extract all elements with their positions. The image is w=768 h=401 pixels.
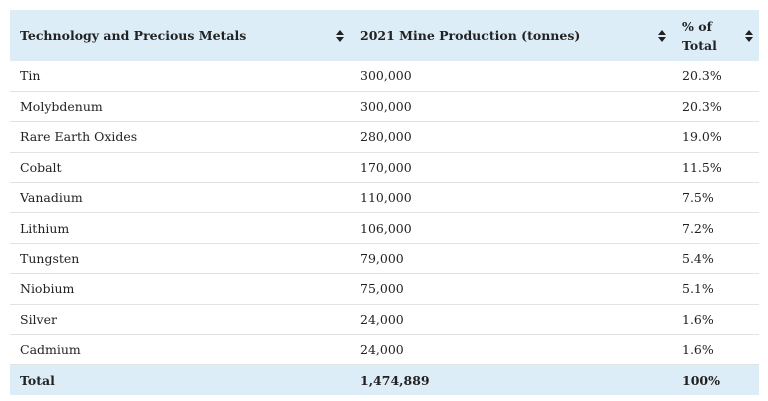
total-cell: 1,474,889 <box>360 372 430 388</box>
table-cell: 24,000 <box>360 311 404 327</box>
table-cell: Cobalt <box>20 159 62 175</box>
table-cell: 20.3% <box>682 68 722 84</box>
column-header-text: 2021 Mine Production (tonnes) <box>360 28 581 43</box>
table-cell: Cadmium <box>20 342 81 358</box>
table-footer: Total 1,474,889 100% <box>10 364 759 395</box>
table-body: Tin 300,000 20.3% Molybdenum 300,000 20.3% Rar… <box>10 61 759 365</box>
table-cell: Silver <box>20 311 57 327</box>
table-cell: 280,000 <box>360 129 412 145</box>
header-row: Technology and Precious Metals 2021 Mine … <box>10 10 759 61</box>
table-cell: Rare Earth Oxides <box>20 129 138 145</box>
sort-icon[interactable] <box>658 29 666 42</box>
column-header[interactable]: 2021 Mine Production (tonnes) <box>350 10 672 61</box>
table-row: Tin 300,000 20.3% <box>10 61 759 92</box>
table-cell: 5.1% <box>682 281 714 297</box>
sort-arrows <box>336 29 344 42</box>
table-cell: 5.4% <box>682 251 714 267</box>
table-row: Niobium 75,000 5.1% <box>10 274 759 305</box>
table-row: Tungsten 79,000 5.4% <box>10 243 759 274</box>
table-cell: 7.2% <box>682 220 714 236</box>
table-cell: Tungsten <box>20 251 80 267</box>
table-cell: 170,000 <box>360 159 412 175</box>
table-row: Cobalt 170,000 11.5% <box>10 152 759 183</box>
table-cell: 11.5% <box>682 159 722 175</box>
table-row: Silver 24,000 1.6% <box>10 304 759 335</box>
column-header[interactable]: Technology and Precious Metals <box>10 10 350 61</box>
sort-arrows <box>658 29 666 42</box>
sort-arrows <box>745 29 753 42</box>
table-header: Technology and Precious Metals 2021 Mine … <box>10 10 759 61</box>
table-row: Lithium 106,000 7.2% <box>10 213 759 244</box>
table-cell: Tin <box>20 68 41 84</box>
column-header-text: Technology and Precious Metals <box>20 28 247 43</box>
table-cell: Niobium <box>20 281 75 297</box>
table-cell: 7.5% <box>682 190 714 206</box>
table-cell: 106,000 <box>360 220 412 236</box>
table-cell: 20.3% <box>682 99 722 115</box>
table-row: Molybdenum 300,000 20.3% <box>10 91 759 122</box>
total-cell: 100% <box>682 372 720 388</box>
column-header[interactable]: % of Total <box>672 10 759 61</box>
table-cell: 300,000 <box>360 99 412 115</box>
table-cell: 110,000 <box>360 190 412 206</box>
table-cell: 19.0% <box>682 129 722 145</box>
table-cell: Molybdenum <box>20 99 103 115</box>
table-cell: 1.6% <box>682 342 714 358</box>
table-cell: 79,000 <box>360 251 404 267</box>
table-cell: 300,000 <box>360 68 412 84</box>
table-cell: Vanadium <box>20 190 83 206</box>
table-cell: 1.6% <box>682 311 714 327</box>
sort-icon[interactable] <box>745 29 753 42</box>
data-table: Technology and Precious Metals 2021 Mine … <box>10 10 759 395</box>
table-cell: 24,000 <box>360 342 404 358</box>
table-row: Vanadium 110,000 7.5% <box>10 183 759 213</box>
table-cell: Lithium <box>20 220 70 236</box>
sort-icon[interactable] <box>336 29 344 42</box>
total-row: Total 1,474,889 100% <box>10 364 759 395</box>
total-cell: Total <box>20 372 55 388</box>
column-header-text: % of Total <box>682 18 717 53</box>
table-row: Cadmium 24,000 1.6% <box>10 335 759 365</box>
table-row: Rare Earth Oxides 280,000 19.0% <box>10 122 759 153</box>
table-cell: 75,000 <box>360 281 404 297</box>
